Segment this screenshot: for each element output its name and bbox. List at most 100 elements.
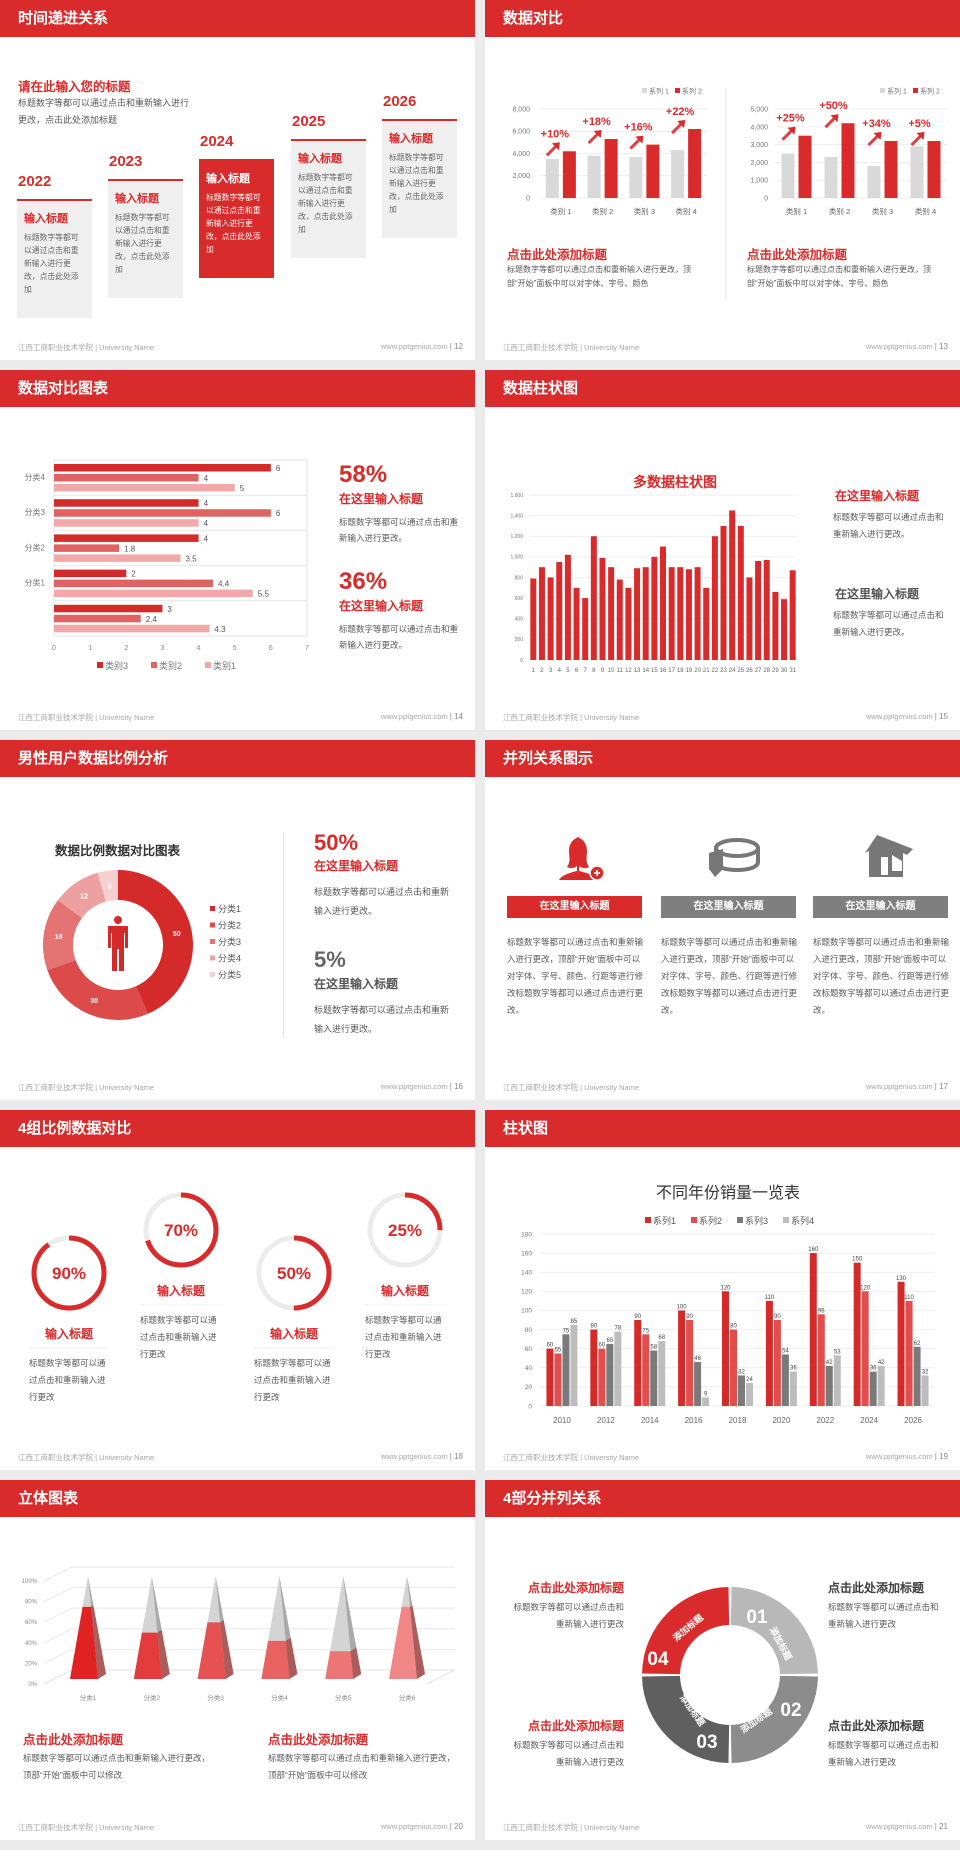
gridline [43, 1628, 455, 1644]
arrow-head-icon [635, 135, 644, 144]
footer-school: 江西工商职业技术学院 | University Name [18, 343, 155, 352]
timeline-year: 2022 [18, 173, 52, 190]
x-tick-label: 9 [601, 668, 605, 674]
page-number: | 14 [449, 712, 463, 721]
x-tick-label: 分类1 [80, 1693, 97, 1702]
footer-school: 江西工商职业技术学院 | University Name [503, 1083, 640, 1092]
data-label: 60 [547, 1343, 554, 1349]
bar [646, 144, 660, 198]
slide-four-part-cycle: 4部分并列关系 01 添加标题 02 添加标题 03 添加标题 04 添加标题 点击此处添加标… [485, 1480, 960, 1840]
ring-percent: 25% [388, 1221, 422, 1240]
bar [642, 1334, 650, 1406]
bar [547, 577, 554, 660]
x-tick-label: 20 [694, 668, 701, 674]
y-tick-label: 20% [25, 1661, 38, 1667]
bar [765, 1300, 773, 1406]
bar [634, 568, 641, 660]
legend-label: 系列3 [745, 1215, 768, 1226]
bar [781, 1354, 789, 1406]
pyramid-value [70, 1606, 98, 1679]
block-text: 标题数字等都可以通过点击和重新输入进行更改 [513, 1602, 624, 1629]
segment-number: 03 [696, 1732, 717, 1753]
data-label: 2.4 [146, 615, 158, 624]
cycle-segment [730, 1675, 818, 1763]
y-tick-label: 0% [28, 1682, 37, 1688]
x-tick-label: 7 [584, 668, 588, 674]
ring-progress [31, 1235, 107, 1311]
item-text: 标题数字等都可以通过点击和重新输入进行更改。 [833, 610, 944, 637]
bar [54, 614, 141, 623]
page-number: | 13 [934, 342, 948, 351]
y-tick-label: 60 [525, 1346, 533, 1353]
y-tick-label: 0 [526, 195, 530, 202]
bar [897, 1281, 905, 1406]
bar [606, 1343, 614, 1406]
bar [642, 567, 649, 660]
y-tick-label: 1,200 [510, 534, 523, 540]
bar [781, 599, 788, 660]
y-tick-label: 1,000 [510, 555, 523, 561]
data-label: 4 [204, 474, 209, 483]
y-tick-label: 5,000 [750, 106, 768, 113]
legend-swatch [783, 1217, 789, 1223]
donut-slice [57, 872, 106, 919]
category-label: 分类4 [25, 472, 46, 482]
legend-swatch [691, 1217, 697, 1223]
arrow-icon [824, 117, 836, 129]
donut-slice [97, 870, 118, 902]
pyramid-value-side [91, 1605, 106, 1679]
slice-label: 12 [80, 894, 88, 901]
stat-heading: 在这里输入标题 [339, 492, 424, 506]
arrow-icon [867, 134, 879, 147]
item-heading: 在这里输入标题 [835, 489, 920, 503]
legend-label: 分类1 [218, 903, 241, 914]
growth-annotation: +16% [624, 122, 653, 134]
bar [570, 1324, 578, 1406]
x-tick-label: 分类6 [399, 1693, 416, 1702]
stat-heading: 在这里输入标题 [314, 977, 399, 991]
x-tick-label: 类别 2 [592, 206, 613, 216]
column-text: 标题数字等都可以通过点击和重新输入进行更改，顶部“开始”面板中可以对字体、字号、… [507, 937, 644, 1015]
bar [54, 534, 199, 542]
footer-school: 江西工商职业技术学院 | University Name [503, 1453, 640, 1462]
item-text: 标题数字等都可以通过点击和重新输入进行更改。 [833, 512, 944, 539]
legend-swatch [880, 88, 885, 93]
site-url: www.pptgenius.com [381, 1452, 448, 1461]
bar [54, 604, 163, 613]
page-number: | 17 [934, 1082, 948, 1091]
ring-percent: 70% [164, 1221, 198, 1240]
growth-annotation: +5% [908, 118, 931, 130]
x-tick-label: 23 [720, 668, 727, 674]
x-tick-label: 类别 2 [829, 206, 850, 216]
card-text: 标题数字等都可以通过点击和重新输入进行更改，点击此处添加 [206, 193, 261, 254]
segment-number: 04 [647, 1649, 669, 1670]
comparison-charts: 0 2,000 4,000 6,000 8,000 类别 1 类别 2 类别 3 类别 4 系列 … [512, 87, 947, 300]
site-url: www.pptgenius.com [866, 1082, 933, 1091]
bar [54, 579, 214, 588]
legend-label: 系列2 [699, 1215, 722, 1226]
card-text: 标题数字等都可以通过点击和重新输入进行更改，点击此处添加 [389, 153, 444, 214]
data-label: 160 [808, 1247, 819, 1253]
bar [616, 579, 623, 660]
data-label: 36 [790, 1366, 797, 1372]
legend-swatch [210, 906, 215, 911]
legend-swatch [210, 922, 215, 928]
bar [54, 499, 199, 507]
x-tick-label: 2010 [553, 1416, 571, 1425]
donut-slice [118, 870, 193, 1014]
female-user-add-icon [559, 837, 605, 881]
arrow-icon [781, 129, 793, 141]
x-tick-label: 22 [712, 668, 719, 674]
timeline-card-highlighted: 输入标题 标题数字等都可以通过点击和重新输入进行更改，点击此处添加 [199, 159, 274, 278]
x-tick-label: 类别 3 [634, 206, 655, 216]
bar [54, 554, 181, 562]
bar [54, 544, 120, 552]
bar [54, 474, 199, 482]
pyramid-value-side [410, 1605, 425, 1679]
slide-title: 立体图表 [0, 1480, 475, 1517]
divider [283, 832, 284, 1038]
donut-chart: 数据比例数据对比图表 50 分类1 30 分类2 18 分类3 12 分类4 5 分类5 [43, 843, 241, 1020]
legend-label: 系列4 [791, 1215, 814, 1226]
pyramid-value-side [157, 1629, 170, 1679]
bar [737, 525, 744, 660]
